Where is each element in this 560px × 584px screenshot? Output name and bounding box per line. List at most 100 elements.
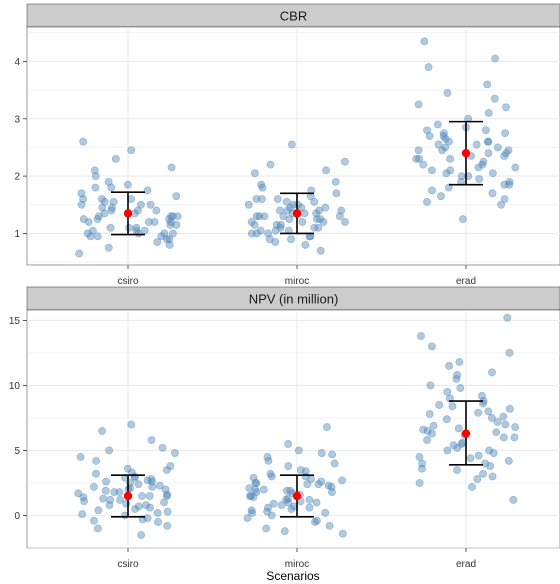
panel-title: CBR <box>280 9 307 24</box>
data-point <box>250 169 259 178</box>
data-point <box>131 505 139 513</box>
data-point <box>245 484 254 493</box>
data-point <box>474 451 483 460</box>
data-point <box>328 450 337 459</box>
data-point <box>472 140 481 149</box>
data-point <box>125 223 134 232</box>
data-point <box>264 229 273 238</box>
data-point <box>479 157 488 166</box>
data-point <box>454 424 463 433</box>
data-point <box>445 362 453 370</box>
data-point <box>92 456 101 465</box>
data-point <box>128 468 136 477</box>
data-point <box>92 469 100 478</box>
data-point <box>501 129 509 137</box>
data-point <box>138 515 147 524</box>
data-point <box>338 476 346 485</box>
error-bar-csiro <box>111 474 145 518</box>
series-csiro <box>74 420 179 539</box>
data-point <box>511 163 520 172</box>
data-point <box>148 482 157 491</box>
data-point <box>414 146 423 155</box>
data-point <box>111 155 120 163</box>
data-point <box>310 223 319 232</box>
data-point <box>287 140 296 149</box>
data-point <box>442 415 451 424</box>
data-point <box>423 126 431 135</box>
data-point <box>316 246 325 255</box>
data-point <box>78 510 87 519</box>
data-point <box>330 459 339 468</box>
data-point <box>425 410 434 418</box>
data-point <box>101 486 110 495</box>
data-point <box>243 514 252 522</box>
data-point <box>426 381 435 390</box>
mean-point <box>461 148 471 158</box>
y-tick-label: 2 <box>14 172 20 183</box>
data-point <box>453 371 462 379</box>
data-point <box>466 454 475 463</box>
data-point <box>91 172 100 181</box>
data-point <box>142 501 150 509</box>
mean-point <box>123 491 133 501</box>
data-point <box>279 212 288 221</box>
data-point <box>273 195 282 203</box>
data-point <box>479 399 487 408</box>
data-point <box>501 420 510 429</box>
data-point <box>248 508 256 517</box>
data-point <box>106 223 115 232</box>
data-point <box>419 425 428 434</box>
series-csiro <box>75 137 182 258</box>
data-point <box>453 466 461 474</box>
data-point <box>446 166 455 175</box>
data-point <box>473 475 482 483</box>
data-point <box>442 169 451 178</box>
data-point <box>79 215 88 224</box>
data-point <box>158 443 167 452</box>
data-point <box>74 489 83 498</box>
data-point <box>169 229 177 238</box>
data-point <box>414 100 423 109</box>
data-point <box>435 401 444 409</box>
data-point <box>331 177 340 186</box>
data-point <box>428 166 436 175</box>
data-point <box>444 183 453 192</box>
data-point <box>166 220 175 229</box>
data-point <box>325 521 334 530</box>
data-point <box>91 183 100 192</box>
panel-background <box>26 309 560 549</box>
data-point <box>324 481 333 490</box>
data-point <box>423 427 432 435</box>
data-point <box>448 402 457 411</box>
data-point <box>167 163 176 172</box>
data-point <box>100 198 109 206</box>
data-point <box>478 391 486 400</box>
x-tick-label: erad <box>456 276 476 287</box>
data-point <box>77 189 86 198</box>
data-point <box>104 243 113 252</box>
data-point <box>90 166 99 175</box>
data-point <box>491 54 499 63</box>
data-point <box>166 462 175 470</box>
data-point <box>443 446 452 455</box>
data-point <box>434 140 443 149</box>
data-point <box>502 103 510 112</box>
data-point <box>262 524 271 533</box>
data-point <box>419 160 428 169</box>
data-point <box>446 394 454 403</box>
data-point <box>429 421 438 430</box>
data-point <box>269 499 278 508</box>
data-point <box>258 195 266 203</box>
data-point <box>162 235 171 244</box>
data-point <box>284 498 293 507</box>
data-point <box>456 384 465 392</box>
data-point <box>452 375 461 383</box>
data-point <box>417 332 425 340</box>
data-point <box>146 503 154 512</box>
data-point <box>337 206 346 215</box>
data-point <box>428 186 436 195</box>
data-point <box>459 215 467 224</box>
data-point <box>485 446 494 455</box>
data-point <box>153 238 162 246</box>
